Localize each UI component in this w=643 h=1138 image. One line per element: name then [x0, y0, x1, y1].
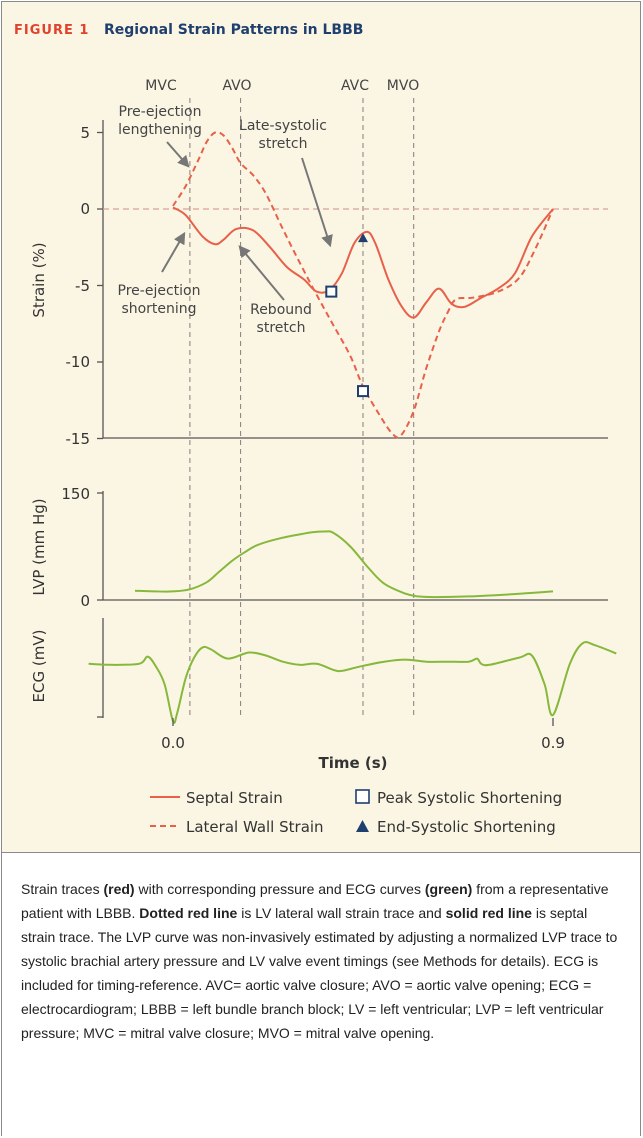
legend-septal-label: Septal Strain — [186, 789, 283, 807]
legend-lateral-label: Lateral Wall Strain — [186, 818, 324, 836]
end-systolic-marker-septal — [358, 233, 368, 243]
figure-header: FIGURE 1 Regional Strain Patterns in LBB… — [2, 2, 640, 51]
figure-label: FIGURE 1 — [14, 23, 90, 38]
caption-bold-solid: solid red line — [445, 905, 532, 921]
strain-tick-0: 0 — [80, 200, 90, 218]
annotation-late-systolic-2: stretch — [259, 136, 308, 152]
arrow-rebound — [238, 245, 285, 301]
septal-strain-line — [172, 206, 554, 319]
annotation-pre-ejection-lengthening-1: Pre-ejection — [119, 104, 202, 120]
annotation-rebound-1: Rebound — [250, 302, 312, 318]
caption-part-4: is LV lateral wall strain trace and — [237, 905, 446, 921]
peak-systolic-marker-lateral — [357, 385, 369, 398]
strain-tick-5: 5 — [80, 124, 90, 142]
annotation-pre-ejection-lengthening-2: lengthening — [118, 122, 202, 138]
legend-end-label: End-Systolic Shortening — [377, 818, 556, 836]
strain-chart: MVC AVO AVC MVO 5 0 -5 -10 -15 Strain (%… — [30, 78, 617, 836]
ecg-curve — [88, 641, 617, 724]
time-tick-label-0: 0.0 — [161, 734, 185, 752]
event-label-mvc: MVC — [145, 78, 177, 94]
legend-end-swatch — [356, 820, 369, 832]
annotation-late-systolic-1: Late-systolic — [239, 118, 327, 134]
peak-systolic-marker-septal — [325, 285, 338, 298]
caption-part-1: Strain traces — [21, 881, 104, 897]
lvp-tick-150: 150 — [61, 485, 90, 503]
caption-part-2: with corresponding pressure and ECG curv… — [134, 881, 425, 897]
event-label-avo: AVO — [222, 78, 251, 94]
time-axis-label: Time (s) — [318, 754, 387, 772]
caption-part-3: from a representative patient with LBBB. — [21, 881, 609, 921]
arrow-pre-ejection-shortening — [161, 231, 186, 273]
time-tick-label-09: 0.9 — [541, 734, 565, 752]
legend-peak-swatch — [355, 789, 370, 804]
strain-y-label: Strain (%) — [30, 242, 48, 317]
strain-tick-m10: -10 — [66, 353, 91, 371]
figure-title: Regional Strain Patterns in LBBB — [104, 22, 364, 38]
event-label-mvo: MVO — [387, 78, 419, 94]
strain-tick-m5: -5 — [75, 277, 90, 295]
ecg-y-label: ECG (mV) — [30, 630, 48, 703]
arrow-pre-ejection-lengthening — [166, 141, 190, 168]
event-label-avc: AVC — [341, 78, 369, 94]
annotation-rebound-2: stretch — [257, 320, 306, 336]
lateral-wall-strain-line — [172, 131, 554, 439]
legend-peak-label: Peak Systolic Shortening — [377, 789, 562, 807]
caption-bold-green: (green) — [424, 881, 473, 897]
caption-text: Strain traces (red) with corresponding p… — [21, 877, 621, 1045]
annotation-pre-ejection-shortening-1: Pre-ejection — [118, 283, 201, 299]
arrow-late-systolic — [301, 157, 333, 248]
caption-bold-dotted: Dotted red line — [139, 905, 238, 921]
caption-bold-red: (red) — [103, 881, 135, 897]
figure-caption: Strain traces (red) with corresponding p… — [2, 852, 640, 1136]
annotation-pre-ejection-shortening-2: shortening — [121, 301, 196, 317]
lvp-curve — [134, 530, 554, 599]
lvp-y-label: LVP (mm Hg) — [30, 498, 48, 595]
plot-area: MVC AVO AVC MVO 5 0 -5 -10 -15 Strain (%… — [2, 50, 640, 852]
strain-tick-m15: -15 — [66, 430, 91, 448]
lvp-tick-0: 0 — [80, 592, 90, 610]
caption-part-5: is septal strain trace. The LVP curve wa… — [21, 905, 618, 1041]
